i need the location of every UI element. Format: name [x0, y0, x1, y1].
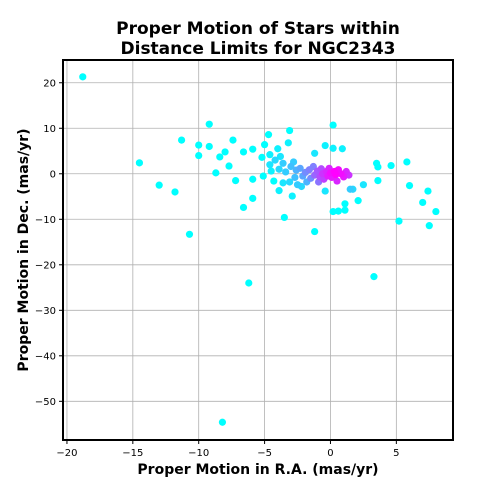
data-point	[287, 162, 295, 171]
data-point	[171, 188, 179, 196]
data-point	[311, 227, 319, 236]
data-point	[275, 165, 283, 173]
x-tick-label: −20	[56, 448, 77, 459]
data-point	[275, 187, 283, 195]
data-point	[374, 176, 382, 185]
data-point	[155, 181, 163, 189]
data-point	[321, 187, 329, 195]
x-tick-label: 0	[327, 448, 333, 459]
data-point	[195, 151, 203, 160]
y-tick-label: 0	[50, 169, 56, 180]
chart-title-line-1: Proper Motion of Stars within	[116, 19, 400, 39]
x-axis-label: Proper Motion in R.A. (mas/yr)	[137, 462, 378, 478]
data-point	[177, 136, 186, 144]
data-point	[221, 148, 229, 156]
data-point	[270, 177, 278, 185]
data-point	[239, 148, 248, 156]
data-point	[329, 207, 337, 216]
data-point	[279, 159, 287, 167]
x-tick-label: −15	[122, 448, 143, 459]
data-point	[205, 142, 213, 151]
y-tick-label: 10	[43, 124, 56, 135]
y-tick-label: −10	[35, 215, 56, 226]
y-tick-label: −30	[35, 306, 56, 317]
data-point	[135, 159, 144, 167]
data-point	[374, 163, 382, 171]
data-point	[249, 175, 257, 183]
data-point	[266, 161, 274, 169]
y-tick-label: −40	[35, 351, 56, 362]
y-tick-label: −20	[35, 260, 56, 271]
data-point	[267, 167, 275, 175]
data-point	[359, 181, 368, 189]
data-point	[249, 194, 257, 202]
data-point	[321, 141, 329, 150]
data-point	[293, 181, 302, 189]
data-point	[329, 144, 337, 152]
chart-title-line-2: Distance Limits for NGC2343	[121, 39, 396, 59]
x-tick-label: −10	[188, 448, 209, 459]
data-point	[387, 161, 395, 170]
y-tick-label: −50	[35, 397, 56, 408]
plot-frame	[62, 59, 454, 441]
data-point	[395, 217, 403, 225]
data-point	[266, 151, 274, 159]
data-point	[291, 173, 299, 182]
data-point	[260, 141, 269, 149]
data-point	[425, 222, 433, 230]
data-point	[259, 172, 267, 180]
data-point	[229, 136, 237, 144]
data-point	[218, 418, 227, 426]
data-point	[341, 206, 349, 214]
data-point	[311, 149, 319, 157]
data-point	[212, 169, 220, 177]
data-point	[274, 145, 282, 153]
data-point	[276, 152, 284, 161]
data-point	[258, 153, 266, 161]
data-point	[296, 164, 304, 172]
data-point	[249, 145, 257, 153]
data-point	[280, 213, 288, 222]
data-point	[332, 171, 340, 179]
data-point	[329, 121, 337, 129]
data-point	[288, 192, 296, 200]
x-tick-label: −5	[257, 448, 272, 459]
data-point	[338, 145, 346, 153]
data-point	[245, 279, 253, 287]
data-point	[346, 185, 354, 193]
data-point	[282, 168, 290, 176]
data-point	[333, 177, 341, 185]
data-point	[264, 131, 273, 139]
data-point	[354, 197, 362, 205]
data-point	[286, 178, 294, 186]
data-point	[403, 158, 411, 166]
data-point	[341, 200, 349, 208]
data-point	[286, 126, 294, 135]
data-point	[432, 207, 440, 216]
x-tick-label: 5	[393, 448, 399, 459]
data-point	[370, 273, 378, 281]
data-point	[216, 153, 224, 161]
data-points	[79, 73, 440, 426]
data-point	[284, 139, 292, 147]
data-point	[205, 120, 213, 128]
data-point	[419, 198, 427, 207]
data-point	[334, 207, 342, 215]
data-point	[405, 182, 414, 190]
y-tick-label: 20	[43, 78, 56, 89]
gridlines	[63, 60, 453, 440]
data-point	[79, 73, 87, 81]
data-point	[185, 230, 194, 238]
data-point	[424, 187, 432, 195]
data-point	[271, 156, 279, 164]
data-point	[232, 176, 240, 185]
data-point	[279, 179, 287, 187]
y-axis-label: Proper Motion in Dec. (mas/yr)	[16, 128, 32, 371]
data-point	[239, 203, 248, 212]
data-point	[195, 141, 203, 149]
data-point	[225, 162, 233, 170]
